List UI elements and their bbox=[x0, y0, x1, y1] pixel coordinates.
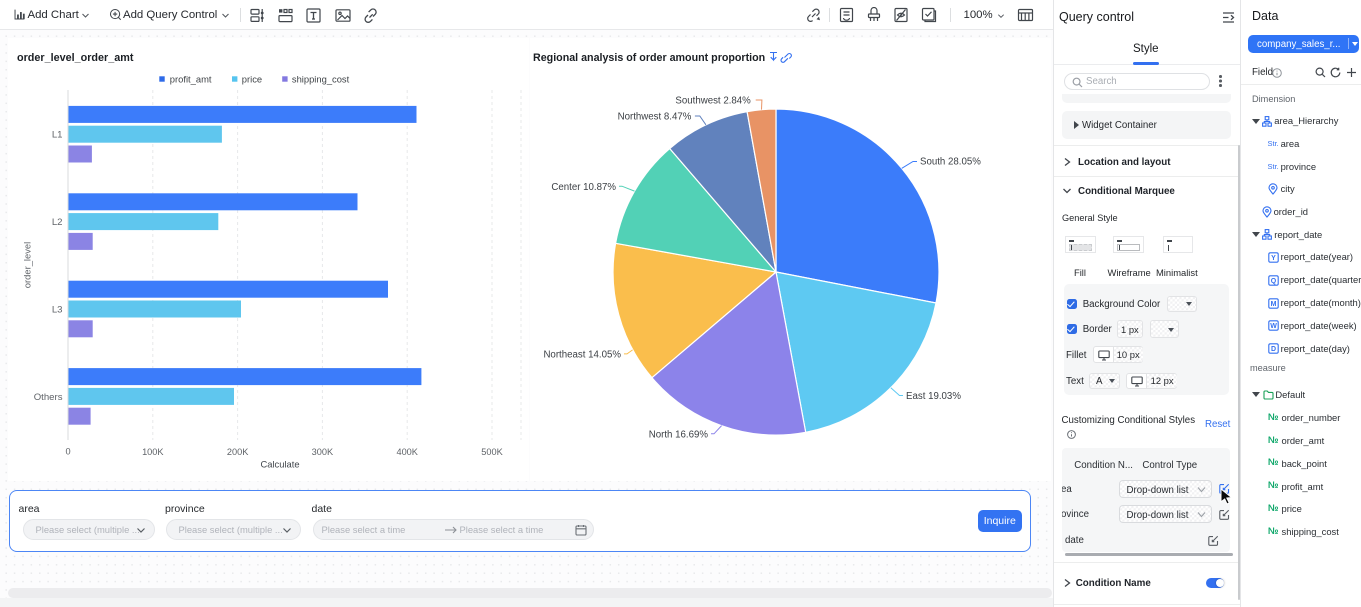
svg-text:price: price bbox=[242, 74, 262, 85]
svg-text:Northeast 14.05%: Northeast 14.05% bbox=[543, 350, 621, 361]
svg-text:D: D bbox=[1271, 346, 1276, 353]
svg-text:North 16.69%: North 16.69% bbox=[649, 429, 709, 440]
svg-text:Regional analysis of order amo: Regional analysis of order amount propor… bbox=[533, 52, 765, 64]
svg-text:Y: Y bbox=[1271, 255, 1276, 262]
svg-text:M: M bbox=[1271, 301, 1277, 308]
svg-text:500K: 500K bbox=[481, 447, 503, 457]
svg-text:0: 0 bbox=[65, 447, 70, 457]
svg-text:Northwest 8.47%: Northwest 8.47% bbox=[618, 112, 692, 123]
svg-text:profit_amt: profit_amt bbox=[170, 74, 212, 85]
svg-text:order_level: order_level bbox=[22, 242, 33, 288]
svg-text:order_level_order_amt: order_level_order_amt bbox=[17, 52, 134, 64]
svg-text:Center 10.87%: Center 10.87% bbox=[551, 182, 616, 193]
svg-text:100K: 100K bbox=[142, 447, 164, 457]
svg-text:L1: L1 bbox=[52, 130, 63, 141]
svg-text:L2: L2 bbox=[52, 217, 63, 228]
svg-text:shipping_cost: shipping_cost bbox=[292, 74, 350, 85]
svg-text:Q: Q bbox=[1271, 278, 1277, 285]
svg-text:East 19.03%: East 19.03% bbox=[906, 391, 961, 402]
svg-text:South 28.05%: South 28.05% bbox=[920, 157, 981, 168]
svg-text:L3: L3 bbox=[52, 305, 63, 316]
svg-text:Southwest 2.84%: Southwest 2.84% bbox=[675, 96, 751, 107]
svg-text:Others: Others bbox=[34, 392, 63, 403]
svg-text:400K: 400K bbox=[396, 447, 418, 457]
svg-text:300K: 300K bbox=[312, 447, 334, 457]
svg-text:Calculate: Calculate bbox=[260, 459, 299, 470]
svg-text:200K: 200K bbox=[227, 447, 249, 457]
svg-text:W: W bbox=[1270, 323, 1277, 330]
